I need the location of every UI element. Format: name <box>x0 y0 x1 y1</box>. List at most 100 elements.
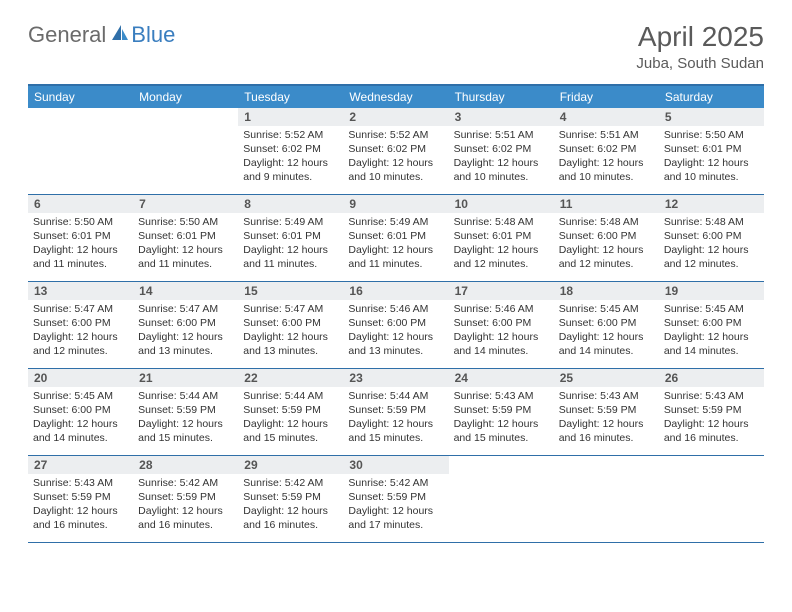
sunset-text: Sunset: 5:59 PM <box>559 403 654 417</box>
day-cell: . <box>554 456 659 542</box>
day-cell: 7 Sunrise: 5:50 AMSunset: 6:01 PMDaylight… <box>133 195 238 281</box>
sunset-text: Sunset: 6:00 PM <box>33 403 128 417</box>
day-cell: . <box>133 108 238 194</box>
daylight-text: Daylight: 12 hours <box>243 417 338 431</box>
daylight-text-2: and 13 minutes. <box>243 344 338 358</box>
daylight-text: Daylight: 12 hours <box>348 330 443 344</box>
day-details: Sunrise: 5:45 AMSunset: 6:00 PMDaylight:… <box>659 300 764 363</box>
daylight-text: Daylight: 12 hours <box>664 417 759 431</box>
daylight-text-2: and 15 minutes. <box>138 431 233 445</box>
sunset-text: Sunset: 6:00 PM <box>348 316 443 330</box>
sunrise-text: Sunrise: 5:48 AM <box>454 215 549 229</box>
sunrise-text: Sunrise: 5:47 AM <box>243 302 338 316</box>
day-number: 15 <box>238 282 343 300</box>
daylight-text-2: and 13 minutes. <box>348 344 443 358</box>
day-number: 20 <box>28 369 133 387</box>
daylight-text-2: and 14 minutes. <box>33 431 128 445</box>
sunset-text: Sunset: 6:02 PM <box>454 142 549 156</box>
day-cell: 10Sunrise: 5:48 AMSunset: 6:01 PMDayligh… <box>449 195 554 281</box>
weekday-header: Sunday <box>28 86 133 108</box>
day-details: Sunrise: 5:50 AMSunset: 6:01 PMDaylight:… <box>28 213 133 276</box>
sunset-text: Sunset: 5:59 PM <box>348 403 443 417</box>
sunrise-text: Sunrise: 5:43 AM <box>559 389 654 403</box>
day-cell: 4Sunrise: 5:51 AMSunset: 6:02 PMDaylight… <box>554 108 659 194</box>
daylight-text: Daylight: 12 hours <box>348 504 443 518</box>
daylight-text-2: and 14 minutes. <box>559 344 654 358</box>
sunrise-text: Sunrise: 5:47 AM <box>33 302 128 316</box>
weekday-header: Monday <box>133 86 238 108</box>
day-number: 28 <box>133 456 238 474</box>
daylight-text-2: and 14 minutes. <box>454 344 549 358</box>
day-details: Sunrise: 5:44 AMSunset: 5:59 PMDaylight:… <box>343 387 448 450</box>
daylight-text-2: and 12 minutes. <box>33 344 128 358</box>
day-number: 6 <box>28 195 133 213</box>
daylight-text-2: and 11 minutes. <box>243 257 338 271</box>
sunrise-text: Sunrise: 5:51 AM <box>454 128 549 142</box>
daylight-text-2: and 12 minutes. <box>664 257 759 271</box>
sunrise-text: Sunrise: 5:43 AM <box>33 476 128 490</box>
daylight-text: Daylight: 12 hours <box>454 243 549 257</box>
day-details: Sunrise: 5:47 AMSunset: 6:00 PMDaylight:… <box>133 300 238 363</box>
day-cell: . <box>659 456 764 542</box>
day-number: 7 <box>133 195 238 213</box>
calendar: SundayMondayTuesdayWednesdayThursdayFrid… <box>28 84 764 543</box>
daylight-text: Daylight: 12 hours <box>664 156 759 170</box>
sunset-text: Sunset: 6:02 PM <box>243 142 338 156</box>
day-number: 16 <box>343 282 448 300</box>
brand-text-blue: Blue <box>131 22 175 48</box>
sunrise-text: Sunrise: 5:50 AM <box>138 215 233 229</box>
day-number: 23 <box>343 369 448 387</box>
sunset-text: Sunset: 5:59 PM <box>33 490 128 504</box>
daylight-text: Daylight: 12 hours <box>664 243 759 257</box>
day-cell: 20Sunrise: 5:45 AMSunset: 6:00 PMDayligh… <box>28 369 133 455</box>
day-cell: 11Sunrise: 5:48 AMSunset: 6:00 PMDayligh… <box>554 195 659 281</box>
weekday-header: Thursday <box>449 86 554 108</box>
day-cell: 25 Sunrise: 5:43 AMSunset: 5:59 PMDayligh… <box>554 369 659 455</box>
day-details: Sunrise: 5:48 AMSunset: 6:01 PMDaylight:… <box>449 213 554 276</box>
daylight-text-2: and 15 minutes. <box>348 431 443 445</box>
day-number: 25 <box>554 369 659 387</box>
day-cell: 24Sunrise: 5:43 AMSunset: 5:59 PMDayligh… <box>449 369 554 455</box>
day-cell: . <box>28 108 133 194</box>
daylight-text: Daylight: 12 hours <box>348 156 443 170</box>
sail-icon <box>110 23 130 48</box>
sunset-text: Sunset: 6:01 PM <box>243 229 338 243</box>
day-cell: 6Sunrise: 5:50 AMSunset: 6:01 PMDaylight… <box>28 195 133 281</box>
sunset-text: Sunset: 6:00 PM <box>559 316 654 330</box>
sunset-text: Sunset: 6:01 PM <box>138 229 233 243</box>
sunrise-text: Sunrise: 5:47 AM <box>138 302 233 316</box>
weekday-header: Friday <box>554 86 659 108</box>
weekday-header-row: SundayMondayTuesdayWednesdayThursdayFrid… <box>28 86 764 108</box>
sunrise-text: Sunrise: 5:46 AM <box>348 302 443 316</box>
sunset-text: Sunset: 5:59 PM <box>348 490 443 504</box>
daylight-text: Daylight: 12 hours <box>559 417 654 431</box>
daylight-text: Daylight: 12 hours <box>243 156 338 170</box>
sunrise-text: Sunrise: 5:45 AM <box>33 389 128 403</box>
day-details: Sunrise: 5:51 AMSunset: 6:02 PMDaylight:… <box>449 126 554 189</box>
daylight-text-2: and 10 minutes. <box>559 170 654 184</box>
day-details: Sunrise: 5:50 AMSunset: 6:01 PMDaylight:… <box>659 126 764 189</box>
day-details: Sunrise: 5:43 AMSunset: 5:59 PMDaylight:… <box>449 387 554 450</box>
daylight-text: Daylight: 12 hours <box>138 243 233 257</box>
day-cell: 29Sunrise: 5:42 AMSunset: 5:59 PMDayligh… <box>238 456 343 542</box>
day-details: Sunrise: 5:43 AMSunset: 5:59 PMDaylight:… <box>659 387 764 450</box>
daylight-text-2: and 13 minutes. <box>138 344 233 358</box>
sunrise-text: Sunrise: 5:49 AM <box>243 215 338 229</box>
sunrise-text: Sunrise: 5:42 AM <box>348 476 443 490</box>
daylight-text: Daylight: 12 hours <box>33 243 128 257</box>
sunset-text: Sunset: 6:01 PM <box>348 229 443 243</box>
sunrise-text: Sunrise: 5:48 AM <box>664 215 759 229</box>
sunrise-text: Sunrise: 5:46 AM <box>454 302 549 316</box>
title-block: April 2025 Juba, South Sudan <box>636 22 764 72</box>
day-number: 3 <box>449 108 554 126</box>
day-number: 24 <box>449 369 554 387</box>
day-details: Sunrise: 5:51 AMSunset: 6:02 PMDaylight:… <box>554 126 659 189</box>
sunset-text: Sunset: 6:02 PM <box>559 142 654 156</box>
daylight-text-2: and 10 minutes. <box>664 170 759 184</box>
day-details: Sunrise: 5:46 AMSunset: 6:00 PMDaylight:… <box>343 300 448 363</box>
daylight-text-2: and 10 minutes. <box>454 170 549 184</box>
day-number: 30 <box>343 456 448 474</box>
sunrise-text: Sunrise: 5:52 AM <box>243 128 338 142</box>
day-details: Sunrise: 5:52 AMSunset: 6:02 PMDaylight:… <box>343 126 448 189</box>
daylight-text-2: and 16 minutes. <box>559 431 654 445</box>
